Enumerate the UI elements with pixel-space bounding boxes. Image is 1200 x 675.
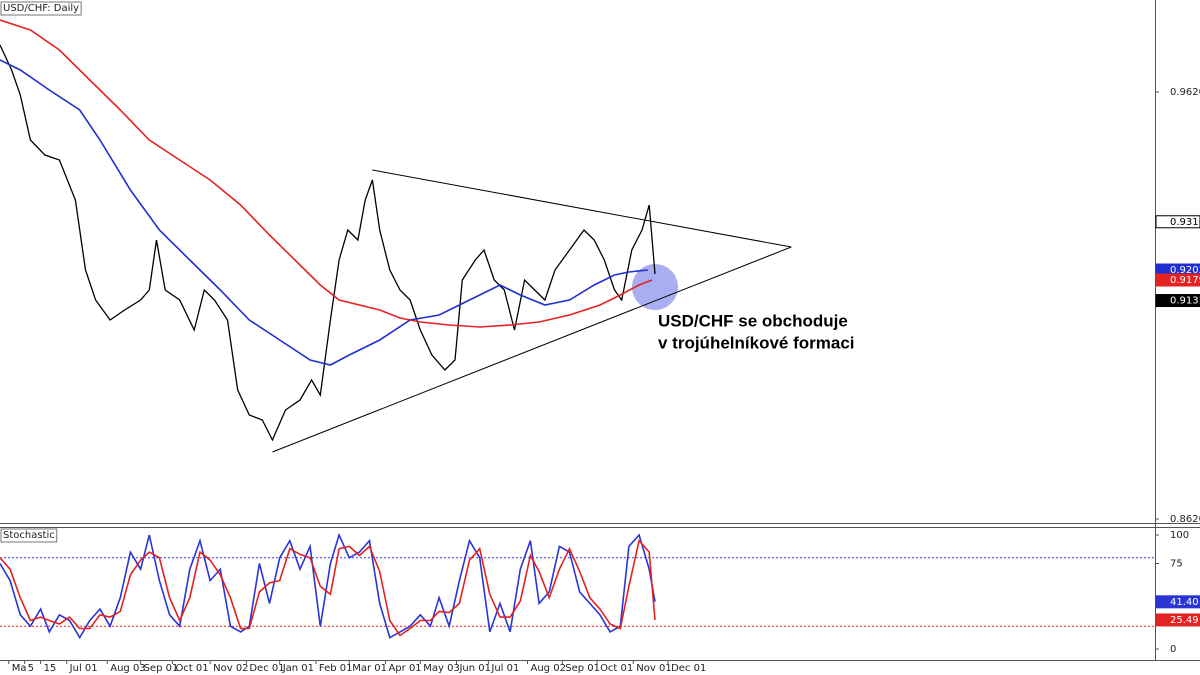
y-tick-label: 100 <box>1170 530 1189 541</box>
series-line <box>0 44 656 442</box>
y-tick-label: 0.86200 <box>1170 514 1200 525</box>
x-tick-label: Oct 01 <box>175 663 208 674</box>
annotation-text: USD/CHF se obchoduje <box>658 311 848 330</box>
x-tick-label: May 03 <box>423 663 460 674</box>
x-tick-label: Mar 01 <box>352 663 387 674</box>
x-tick-label: Apr 01 <box>388 663 421 674</box>
annotation-text: v trojúhelníkové formaci <box>658 333 855 352</box>
x-tick-label: Nov 02 <box>213 663 248 674</box>
x-tick-label: Oct 01 <box>600 663 633 674</box>
x-tick-label: Jul 01 <box>490 663 519 674</box>
x-tick-label: Ma <box>12 663 27 674</box>
x-tick-label: Aug 02 <box>531 663 566 674</box>
trend-line <box>272 246 792 453</box>
value-tag: 41.40 <box>1170 597 1199 608</box>
panel-title: Stochastic <box>3 530 55 541</box>
x-tick-label: Feb 01 <box>319 663 353 674</box>
highlight-circle <box>632 264 678 310</box>
x-tick-label: Dec 01 <box>249 663 284 674</box>
price-tag-box <box>1155 294 1200 308</box>
x-tick-label: Aug 03 <box>110 663 145 674</box>
y-tick-label: 0.96200 <box>1170 87 1200 98</box>
x-tick-label: Jul 01 <box>69 663 98 674</box>
y-tick-label: 75 <box>1170 559 1183 570</box>
panel-title-box <box>0 1 82 16</box>
series-line <box>0 538 656 637</box>
price-tag: 0.93161 <box>1170 217 1200 228</box>
trend-line <box>372 169 792 248</box>
price-tag: 0.91316 <box>1170 296 1200 307</box>
value-tag: 0.92031 <box>1170 265 1200 276</box>
panel-title: USD/CHF: Daily <box>3 3 79 14</box>
series-line <box>0 532 656 640</box>
value-tag-box <box>1155 273 1200 287</box>
series-line <box>0 59 648 366</box>
value-tag: 25.49 <box>1170 615 1199 626</box>
x-tick-label: Dec 01 <box>671 663 706 674</box>
price-tag-box <box>1155 215 1200 229</box>
x-tick-label: Sep 01 <box>144 663 179 674</box>
value-tag-box <box>1155 613 1200 627</box>
value-tag-box <box>1155 595 1200 609</box>
x-tick-label: Jun 01 <box>458 663 491 674</box>
value-tag: 0.91797 <box>1170 275 1200 286</box>
x-tick-label: Nov 01 <box>636 663 671 674</box>
x-tick-label: 5 <box>28 663 34 674</box>
panel-title-box <box>0 528 58 543</box>
x-tick-label: Jan 01 <box>282 663 314 674</box>
x-tick-label: 15 <box>44 663 57 674</box>
series-line <box>0 19 653 328</box>
y-tick-label: 0 <box>1170 644 1176 655</box>
x-tick-label: Sep 01 <box>565 663 600 674</box>
